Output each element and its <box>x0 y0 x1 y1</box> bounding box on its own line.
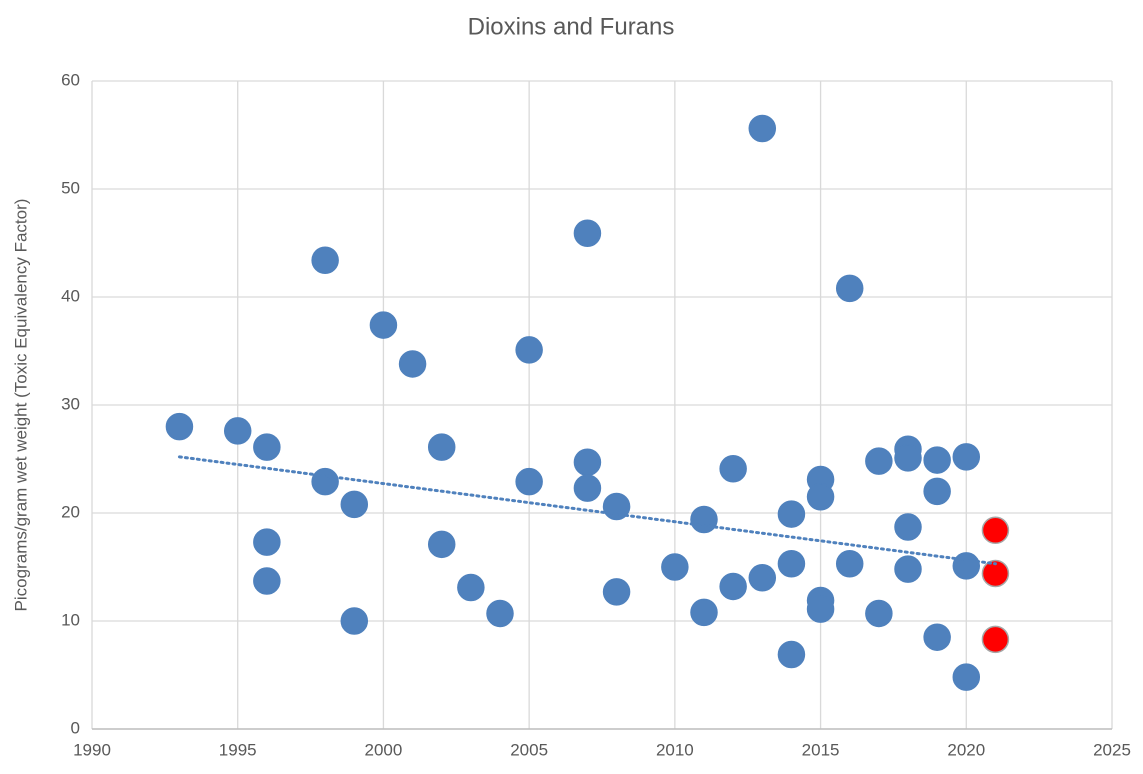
data-point <box>923 623 951 651</box>
data-point <box>748 114 777 143</box>
x-tick-label: 2020 <box>947 740 985 759</box>
data-point <box>369 311 398 339</box>
x-tick-label: 2025 <box>1093 740 1131 759</box>
data-point <box>253 433 281 461</box>
data-point <box>515 336 543 364</box>
data-point <box>835 550 864 578</box>
data-point <box>865 599 893 628</box>
data-point <box>806 595 835 623</box>
chart-title: Dioxins and Furans <box>468 13 675 40</box>
data-point <box>573 448 602 476</box>
data-point <box>719 454 747 483</box>
data-point <box>573 219 602 248</box>
data-point <box>602 578 631 606</box>
y-tick-label: 60 <box>61 70 80 89</box>
y-tick-label: 50 <box>61 178 80 197</box>
data-point <box>894 513 922 541</box>
data-point <box>981 625 1010 654</box>
data-point <box>253 528 281 556</box>
data-point <box>894 555 922 583</box>
x-tick-label: 1990 <box>73 740 111 759</box>
data-point <box>457 573 485 602</box>
data-point <box>952 552 981 580</box>
data-point <box>777 640 806 669</box>
y-tick-label: 0 <box>71 718 80 737</box>
y-tick-label: 40 <box>61 286 80 305</box>
y-tick-label: 20 <box>61 502 80 521</box>
data-point <box>806 483 835 511</box>
data-point <box>865 447 893 475</box>
data-point <box>311 246 339 275</box>
data-point <box>923 477 951 506</box>
data-point <box>719 572 747 601</box>
data-point <box>952 443 981 471</box>
data-point <box>690 505 718 534</box>
x-tick-label: 2015 <box>802 740 840 759</box>
x-tick-label: 2005 <box>510 740 548 759</box>
data-point <box>661 553 689 581</box>
data-point <box>690 598 718 627</box>
data-point <box>427 433 456 461</box>
y-tick-label: 30 <box>61 394 80 413</box>
data-point <box>398 350 427 378</box>
x-tick-label: 2000 <box>365 740 403 759</box>
data-point <box>340 607 369 635</box>
data-point <box>340 490 369 519</box>
data-point <box>573 474 602 502</box>
trendline <box>177 455 997 566</box>
data-point <box>981 516 1010 545</box>
data-point <box>223 417 252 445</box>
y-axis-label: Picograms/gram wet weight (Toxic Equival… <box>11 199 30 612</box>
x-tick-label: 2010 <box>656 740 694 759</box>
data-point <box>253 567 281 595</box>
data-point <box>777 550 806 578</box>
data-point <box>165 412 194 441</box>
x-tick-label: 1995 <box>219 740 257 759</box>
y-tick-label: 10 <box>61 610 80 629</box>
data-point <box>894 444 922 472</box>
data-point <box>952 663 981 691</box>
data-point <box>515 467 543 496</box>
data-point <box>923 446 951 474</box>
data-point <box>835 274 864 303</box>
data-point <box>311 467 339 496</box>
data-point <box>981 559 1010 588</box>
data-point <box>427 530 456 559</box>
data-point <box>777 500 806 528</box>
data-point <box>748 564 777 592</box>
data-point <box>486 599 514 628</box>
